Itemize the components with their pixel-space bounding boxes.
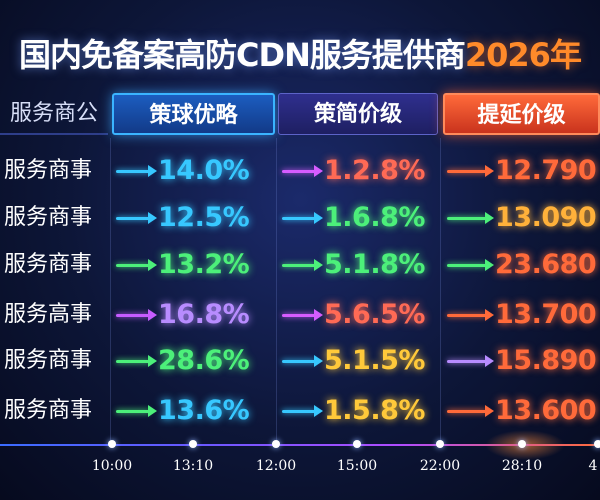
value-column-2: 1.2.8% bbox=[324, 155, 425, 186]
timeline-line bbox=[0, 444, 600, 446]
cell-column-2: 5.6.5% bbox=[278, 292, 438, 338]
table-row[interactable]: 服务高事 16.8% 5.6.5% 13.700 bbox=[0, 292, 600, 338]
arrow-right-icon bbox=[116, 355, 157, 367]
table-row[interactable]: 服务商事 14.0% 1.2.8% 12.790 bbox=[0, 148, 600, 194]
cell-column-1: 28.6% bbox=[112, 338, 275, 384]
value-column-3: 13.600 bbox=[495, 395, 597, 426]
row-label: 服务高事 bbox=[4, 302, 93, 327]
value-column-2: 5.6.5% bbox=[324, 299, 425, 330]
table-row[interactable]: 服务商事 28.6% 5.1.5% 15.890 bbox=[0, 338, 600, 384]
arrow-right-icon bbox=[116, 405, 157, 417]
timeline: 10:00 13:10 12:00 15:00 22:00 28:10 4 bbox=[0, 440, 600, 500]
table-row[interactable]: 服务商事 13.2% 5.1.8% 23.680 bbox=[0, 242, 600, 288]
table-row[interactable]: 服务商事 13.6% 1.5.8% 13.600 bbox=[0, 388, 600, 434]
row-label: 服务商事 bbox=[4, 348, 93, 373]
cell-column-2: 5.1.5% bbox=[278, 338, 438, 384]
arrow-right-icon bbox=[116, 165, 157, 177]
arrow-right-icon bbox=[447, 259, 494, 271]
title-main: 国内免备案高防CDN服务提供商 bbox=[19, 36, 466, 74]
value-column-1: 28.6% bbox=[158, 345, 250, 376]
cell-column-1: 14.0% bbox=[112, 148, 275, 194]
arrow-right-icon bbox=[447, 309, 494, 321]
header-column-1[interactable]: 策球优略 bbox=[112, 93, 275, 135]
table-header: 服务商公 策球优略 策简价级 提延价级 bbox=[0, 93, 600, 137]
timeline-tick bbox=[108, 440, 116, 448]
cell-column-3: 15.890 bbox=[443, 338, 600, 384]
arrow-right-icon bbox=[447, 405, 494, 417]
cell-column-2: 1.2.8% bbox=[278, 148, 438, 194]
timeline-tick bbox=[353, 440, 361, 448]
column-divider bbox=[440, 138, 441, 448]
value-column-1: 13.2% bbox=[158, 249, 250, 280]
cell-column-2: 1.6.8% bbox=[278, 195, 438, 241]
value-column-1: 13.6% bbox=[158, 395, 250, 426]
cell-column-1: 13.6% bbox=[112, 388, 275, 434]
timeline-label: 22:00 bbox=[419, 458, 461, 474]
arrow-right-icon bbox=[116, 309, 157, 321]
header-column-3[interactable]: 提延价级 bbox=[443, 93, 600, 135]
timeline-label: 13:10 bbox=[172, 458, 214, 474]
arrow-right-icon bbox=[447, 212, 494, 224]
cell-column-2: 5.1.8% bbox=[278, 242, 438, 288]
value-column-3: 12.790 bbox=[495, 155, 597, 186]
arrow-right-icon bbox=[282, 355, 323, 367]
row-label: 服务商事 bbox=[4, 252, 93, 277]
timeline-label: 15:00 bbox=[336, 458, 378, 474]
arrow-right-icon bbox=[447, 355, 494, 367]
value-column-2: 5.1.5% bbox=[324, 345, 425, 376]
column-divider bbox=[276, 138, 277, 448]
value-column-2: 1.5.8% bbox=[324, 395, 425, 426]
timeline-label: 10:00 bbox=[91, 458, 133, 474]
row-label: 服务商事 bbox=[4, 398, 93, 423]
arrow-right-icon bbox=[282, 259, 323, 271]
header-provider: 服务商公 bbox=[0, 93, 108, 135]
cell-column-3: 13.090 bbox=[443, 195, 600, 241]
timeline-label: 4 bbox=[588, 458, 598, 474]
row-label: 服务商事 bbox=[4, 205, 93, 230]
arrow-right-icon bbox=[282, 309, 323, 321]
arrow-right-icon bbox=[282, 165, 323, 177]
value-column-3: 13.090 bbox=[495, 202, 597, 233]
value-column-1: 12.5% bbox=[158, 202, 250, 233]
timeline-tick bbox=[518, 440, 526, 448]
cell-column-3: 12.790 bbox=[443, 148, 600, 194]
timeline-tick bbox=[436, 440, 444, 448]
cell-column-2: 1.5.8% bbox=[278, 388, 438, 434]
timeline-tick bbox=[272, 440, 280, 448]
arrow-right-icon bbox=[282, 212, 323, 224]
arrow-right-icon bbox=[116, 212, 157, 224]
value-column-1: 14.0% bbox=[158, 155, 250, 186]
arrow-right-icon bbox=[116, 259, 157, 271]
value-column-1: 16.8% bbox=[158, 299, 250, 330]
arrow-right-icon bbox=[447, 165, 494, 177]
cell-column-3: 13.700 bbox=[443, 292, 600, 338]
value-column-2: 5.1.8% bbox=[324, 249, 425, 280]
page-title: 国内免备案高防CDN服务提供商2026年 bbox=[0, 30, 600, 76]
timeline-label: 28:10 bbox=[501, 458, 543, 474]
title-year: 2026年 bbox=[464, 36, 582, 74]
arrow-right-icon bbox=[282, 405, 323, 417]
cell-column-1: 13.2% bbox=[112, 242, 275, 288]
table-row[interactable]: 服务商事 12.5% 1.6.8% 13.090 bbox=[0, 195, 600, 241]
value-column-2: 1.6.8% bbox=[324, 202, 425, 233]
timeline-tick bbox=[594, 440, 600, 448]
cell-column-1: 16.8% bbox=[112, 292, 275, 338]
timeline-tick bbox=[189, 440, 197, 448]
row-label: 服务商事 bbox=[4, 158, 93, 183]
value-column-3: 15.890 bbox=[495, 345, 597, 376]
column-divider bbox=[110, 138, 111, 448]
timeline-label: 12:00 bbox=[255, 458, 297, 474]
value-column-3: 23.680 bbox=[495, 249, 597, 280]
cell-column-3: 23.680 bbox=[443, 242, 600, 288]
value-column-3: 13.700 bbox=[495, 299, 597, 330]
header-column-2[interactable]: 策简价级 bbox=[278, 93, 438, 135]
cell-column-1: 12.5% bbox=[112, 195, 275, 241]
cell-column-3: 13.600 bbox=[443, 388, 600, 434]
